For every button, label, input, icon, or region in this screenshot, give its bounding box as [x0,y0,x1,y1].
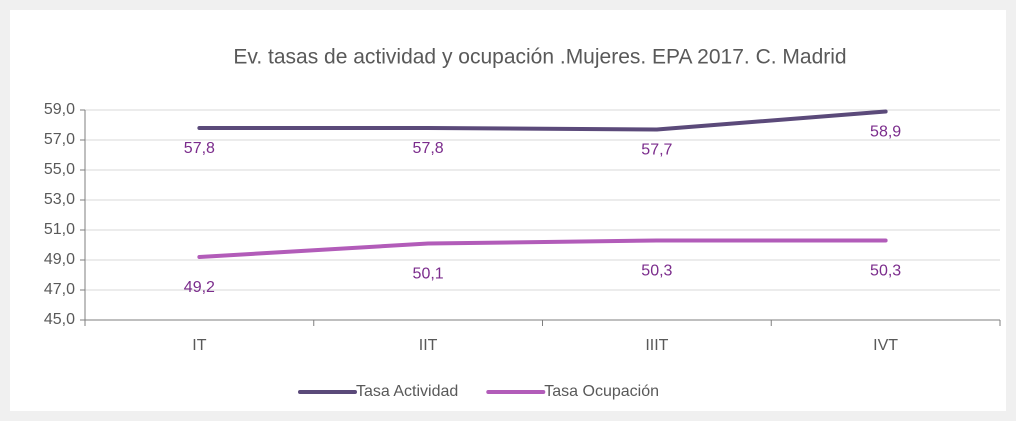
y-tick-label: 45,0 [44,311,75,328]
data-label: 57,7 [641,142,672,159]
y-tick-label: 55,0 [44,161,75,178]
data-line [197,109,888,132]
data-label: 50,3 [870,263,901,280]
x-tick-label: IT [192,337,206,354]
y-tick-label: 57,0 [44,131,75,148]
y-tick-label: 53,0 [44,191,75,208]
legend-label: Tasa Ocupación [544,383,659,400]
legend-label: Tasa Actividad [356,383,458,400]
y-tick-label: 47,0 [44,281,75,298]
data-label: 50,1 [413,266,444,283]
chart-area [10,10,1006,411]
data-label: 49,2 [184,279,215,296]
y-tick-label: 51,0 [44,221,75,238]
x-tick-label: IVT [873,337,898,354]
x-tick-label: IIT [419,337,438,354]
data-label: 57,8 [184,140,215,157]
data-label: 57,8 [413,140,444,157]
x-tick-label: IIIT [645,337,668,354]
y-tick-label: 59,0 [44,101,75,118]
y-tick-label: 49,0 [44,251,75,268]
data-label: 50,3 [641,263,672,280]
chart-title: Ev. tasas de actividad y ocupación .Muje… [233,46,846,69]
data-line [197,238,888,259]
data-label: 58,9 [870,124,901,141]
